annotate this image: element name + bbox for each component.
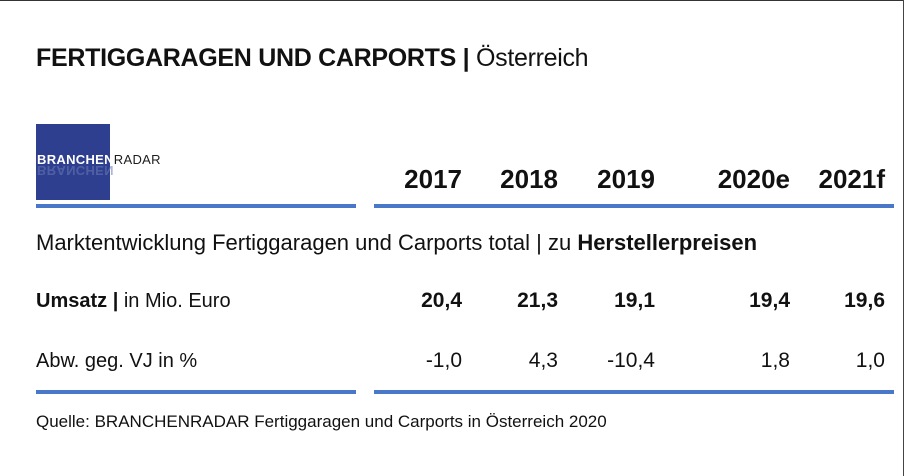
table-cell: 1,0 <box>855 349 885 372</box>
source-note: Quelle: BRANCHENRADAR Fertiggaragen und … <box>36 412 607 431</box>
table-cell: 19,6 <box>844 289 885 312</box>
logo-part-radar: RADAR <box>113 152 161 167</box>
section-emphasis: Herstellerpreisen <box>577 230 758 255</box>
year-header: 2021f <box>818 164 886 194</box>
table-cell: 19,1 <box>614 289 655 312</box>
divider-bottom-right <box>374 390 894 394</box>
year-header: 2020e <box>717 164 790 194</box>
row-label-text: Abw. geg. VJ in % <box>36 350 198 372</box>
logo-reflection: BRANCHEN <box>37 163 114 178</box>
table-cell: 21,3 <box>517 289 558 312</box>
logo-part-branchen: BRANCHEN <box>37 152 114 167</box>
table-cell: -1,0 <box>425 349 462 372</box>
row-label-unit: in Mio. Euro <box>118 290 231 312</box>
row-label-abweichung: Abw. geg. VJ in % <box>36 350 197 373</box>
year-header: 2018 <box>500 164 558 194</box>
branchenradar-logo <box>36 124 110 200</box>
table-cell: 1,8 <box>760 349 790 372</box>
year-header: 2017 <box>404 164 462 194</box>
table-cell: 4,3 <box>528 349 558 372</box>
table-cell: 20,4 <box>421 289 462 312</box>
divider-right <box>374 204 894 208</box>
row-label-umsatz: Umsatz | in Mio. Euro <box>36 290 231 313</box>
table-cell: 19,4 <box>749 289 790 312</box>
divider-bottom-left <box>36 390 356 394</box>
table-cell: -10,4 <box>607 349 655 372</box>
top-border <box>0 0 904 1</box>
page-title: FERTIGGARAGEN UND CARPORTS | Österreich <box>36 44 589 73</box>
section-heading: Marktentwicklung Fertiggaragen und Carpo… <box>36 230 757 256</box>
title-country: Österreich <box>469 44 589 72</box>
title-main: FERTIGGARAGEN UND CARPORTS | <box>36 44 470 72</box>
divider-left <box>36 204 356 208</box>
row-label-bold: Umsatz | <box>36 290 119 312</box>
year-header: 2019 <box>597 164 655 194</box>
logo-wordmark: BRANCHENRADAR <box>37 152 161 167</box>
section-text: Marktentwicklung Fertiggaragen und Carpo… <box>36 230 578 255</box>
